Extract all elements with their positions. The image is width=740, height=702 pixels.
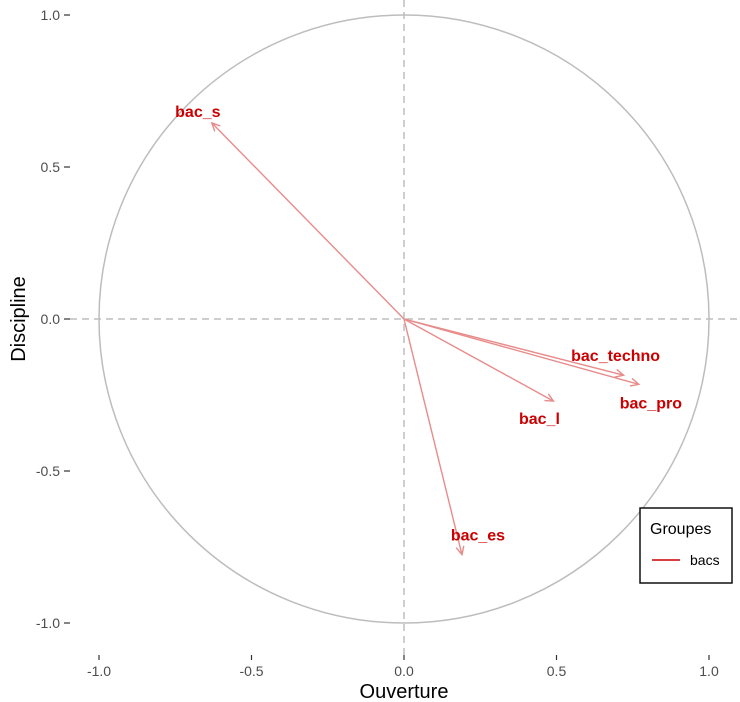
arrow-bac_pro [403, 318, 640, 386]
label-bac_es: bac_es [451, 528, 505, 545]
label-bac_pro: bac_pro [620, 395, 682, 412]
arrowhead-bac_pro [629, 377, 641, 387]
arrow-bac_es [403, 318, 463, 555]
legend-box [639, 507, 733, 584]
x-tick-label: -1.0 [87, 663, 111, 679]
y-tick-label: -0.5 [36, 463, 60, 479]
x-tick-label: 0.5 [547, 663, 567, 679]
arrowhead-bac_techno [614, 368, 626, 378]
label-bac_techno: bac_techno [571, 348, 660, 365]
x-tick-label: 0.0 [394, 663, 414, 679]
arrowhead-bac_l [544, 393, 555, 402]
arrow-bac_l [403, 318, 554, 402]
unit-circle [98, 14, 710, 624]
y-tick-label: 0.5 [41, 159, 61, 175]
x-tick-label: 1.0 [699, 663, 719, 679]
y-tick-label: 0.0 [41, 311, 61, 327]
axis-ticks: -1.0 -0.5 0.0 0.5 1.0 -1.0 -0.5 0.0 0.5 1.0 [36, 7, 719, 679]
y-tick-label: -1.0 [36, 615, 60, 631]
x-axis-title: Ouverture [360, 681, 449, 702]
plot-panel: bac_s bac_techno bac_pro bac_l bac_es [70, 0, 740, 655]
label-bac_s: bac_s [175, 104, 220, 121]
y-tick-label: 1.0 [41, 7, 61, 23]
x-tick-label: -0.5 [239, 663, 263, 679]
legend-entry-bacs: bacs [690, 552, 720, 568]
legend: Groupes bacs [639, 507, 733, 584]
y-axis-title: Discipline [8, 276, 30, 362]
arrowhead-bac_es [455, 545, 465, 557]
label-bac_l: bac_l [519, 411, 560, 428]
legend-title: Groupes [650, 521, 711, 538]
arrow-bac_techno [403, 318, 624, 376]
arrowhead-bac_s [210, 121, 221, 132]
arrow-bac_s [211, 122, 405, 320]
